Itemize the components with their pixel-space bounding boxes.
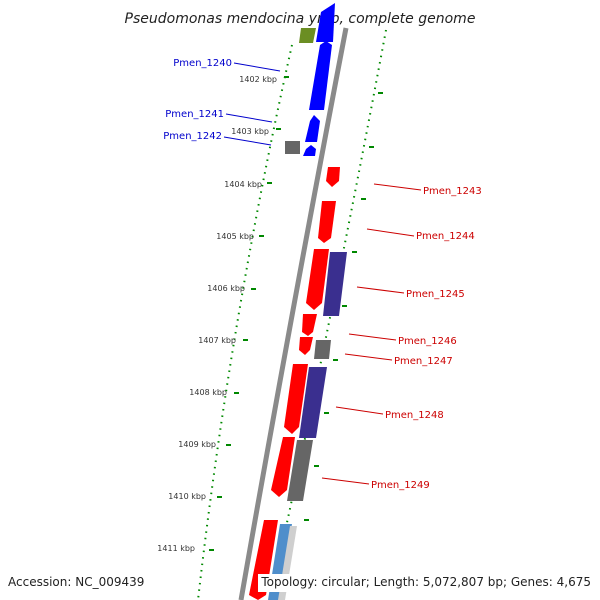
tick-marks: [209, 76, 383, 551]
gene-label-pmen-1241: Pmen_1241: [165, 109, 224, 120]
tick-label-1408: 1408 kbp: [189, 388, 227, 397]
gene-pmen-1248-red: [284, 364, 308, 434]
tick-label-1410: 1410 kbp: [168, 492, 206, 501]
tick-label-1402: 1402 kbp: [239, 75, 277, 84]
gene-pmen-1243: [326, 167, 340, 187]
footer-summary-bg: [258, 574, 598, 592]
gene-pmen-1248-purple: [299, 367, 327, 438]
gene-pmen-1249-gray: [287, 440, 313, 501]
gene-olive: [299, 28, 316, 43]
gene-pmen-1249-red: [271, 437, 295, 497]
gene-label-pmen-1245: Pmen_1245: [406, 289, 465, 300]
gene-label-pmen-1248: Pmen_1248: [385, 410, 444, 421]
gene-pmen-1241: [305, 115, 320, 142]
gene-label-pmen-1246: Pmen_1246: [398, 336, 457, 347]
gene-label-pmen-1242: Pmen_1242: [163, 131, 222, 142]
gene-pmen-1244: [318, 201, 336, 243]
gene-label-pmen-1249: Pmen_1249: [371, 480, 430, 491]
gene-pmen-1247-gray: [314, 340, 331, 359]
gene-pmen-1240: [316, 3, 335, 42]
gene-pmen-1242-blue: [303, 145, 316, 156]
gene-pmen-1246: [302, 314, 317, 336]
gene-pmen-1245-red: [306, 249, 329, 310]
gene-label-pmen-1240: Pmen_1240: [173, 58, 232, 69]
gene-pmen-1242-gray: [285, 141, 300, 154]
tick-label-1404: 1404 kbp: [224, 180, 262, 189]
gene-label-pmen-1243: Pmen_1243: [423, 186, 482, 197]
tick-label-1409: 1409 kbp: [178, 440, 216, 449]
tick-label-1403: 1403 kbp: [231, 127, 269, 136]
gene-pmen-1247-red: [299, 337, 313, 355]
tick-label-1411: 1411 kbp: [157, 544, 195, 553]
left-gene-labels: Pmen_1240 Pmen_1241 Pmen_1242: [163, 58, 281, 146]
tick-labels: 1402 kbp 1403 kbp 1404 kbp 1405 kbp 1406…: [157, 75, 277, 553]
genome-backbone: [238, 27, 349, 600]
gene-label-pmen-1244: Pmen_1244: [416, 231, 475, 242]
right-gene-labels: Pmen_1243 Pmen_1244 Pmen_1245 Pmen_1246 …: [321, 183, 482, 491]
gene-pmen-1245-purple: [323, 252, 347, 316]
outer-dotted-track: [197, 44, 293, 600]
map-title: Pseudomonas mendocina ymp, complete geno…: [125, 11, 476, 27]
tick-label-1406: 1406 kbp: [207, 284, 245, 293]
genome-summary-text: Topology: circular; Length: 5,072,807 bp…: [260, 575, 591, 589]
tick-label-1405: 1405 kbp: [216, 232, 254, 241]
accession-text: Accession: NC_009439: [8, 575, 144, 589]
gene-bottom-red: [249, 520, 278, 600]
tick-label-1407: 1407 kbp: [198, 336, 236, 345]
gene-pmen-1240b: [309, 41, 332, 110]
gene-label-pmen-1247: Pmen_1247: [394, 356, 453, 367]
